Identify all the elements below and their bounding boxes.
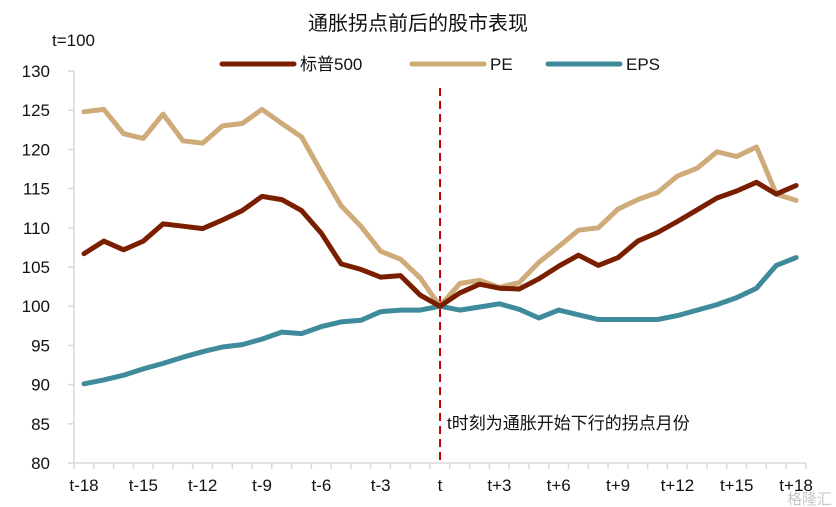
y-tick-label: 115 xyxy=(23,180,50,199)
x-tick-label: t-9 xyxy=(252,476,272,495)
x-tick-label: t-15 xyxy=(129,476,158,495)
y-tick-label: 120 xyxy=(22,140,50,159)
chart-title: 通胀拐点前后的股市表现 xyxy=(308,12,528,35)
x-tick-label: t+15 xyxy=(720,476,754,495)
y-tick-label: 100 xyxy=(22,297,50,316)
x-tick-label: t-6 xyxy=(311,476,331,495)
x-tick-label: t+9 xyxy=(606,476,630,495)
legend-label: EPS xyxy=(626,55,660,74)
legend: 标普500 PE EPS xyxy=(219,55,660,74)
y-tick-label: 90 xyxy=(31,376,50,395)
x-axis: t-18 t-15 t-12 t-9 t-6 t-3 t t+3 t+6 t+9 t+12 t+15 t… xyxy=(69,462,813,495)
y-tick-label: 80 xyxy=(31,454,50,473)
y-axis-unit-label: t=100 xyxy=(52,31,95,50)
y-tick-label: 130 xyxy=(22,62,50,81)
x-tick-label: t+3 xyxy=(487,476,511,495)
x-tick-label: t+6 xyxy=(547,476,571,495)
x-tick-label: t xyxy=(438,476,443,495)
legend-label: PE xyxy=(490,55,513,74)
y-tick-label: 95 xyxy=(31,336,50,355)
legend-label: 标普500 xyxy=(300,55,362,74)
x-tick-label: t+18 xyxy=(779,476,813,495)
y-tick-label: 105 xyxy=(22,258,50,277)
y-axis: 80 85 90 95 100 105 110 115 120 125 130 xyxy=(22,62,75,473)
x-tick-label: t-18 xyxy=(69,476,98,495)
x-tick-label: t+12 xyxy=(661,476,695,495)
y-tick-label: 85 xyxy=(31,415,50,434)
y-tick-label: 110 xyxy=(23,219,50,238)
annotation-note: t时刻为通胀开始下行的拐点月份 xyxy=(447,414,690,433)
x-tick-label: t-12 xyxy=(188,476,217,495)
series-group xyxy=(81,106,799,387)
watermark: 格隆汇 xyxy=(787,491,832,507)
x-tick-label: t-3 xyxy=(371,476,391,495)
y-tick-label: 125 xyxy=(22,101,50,120)
